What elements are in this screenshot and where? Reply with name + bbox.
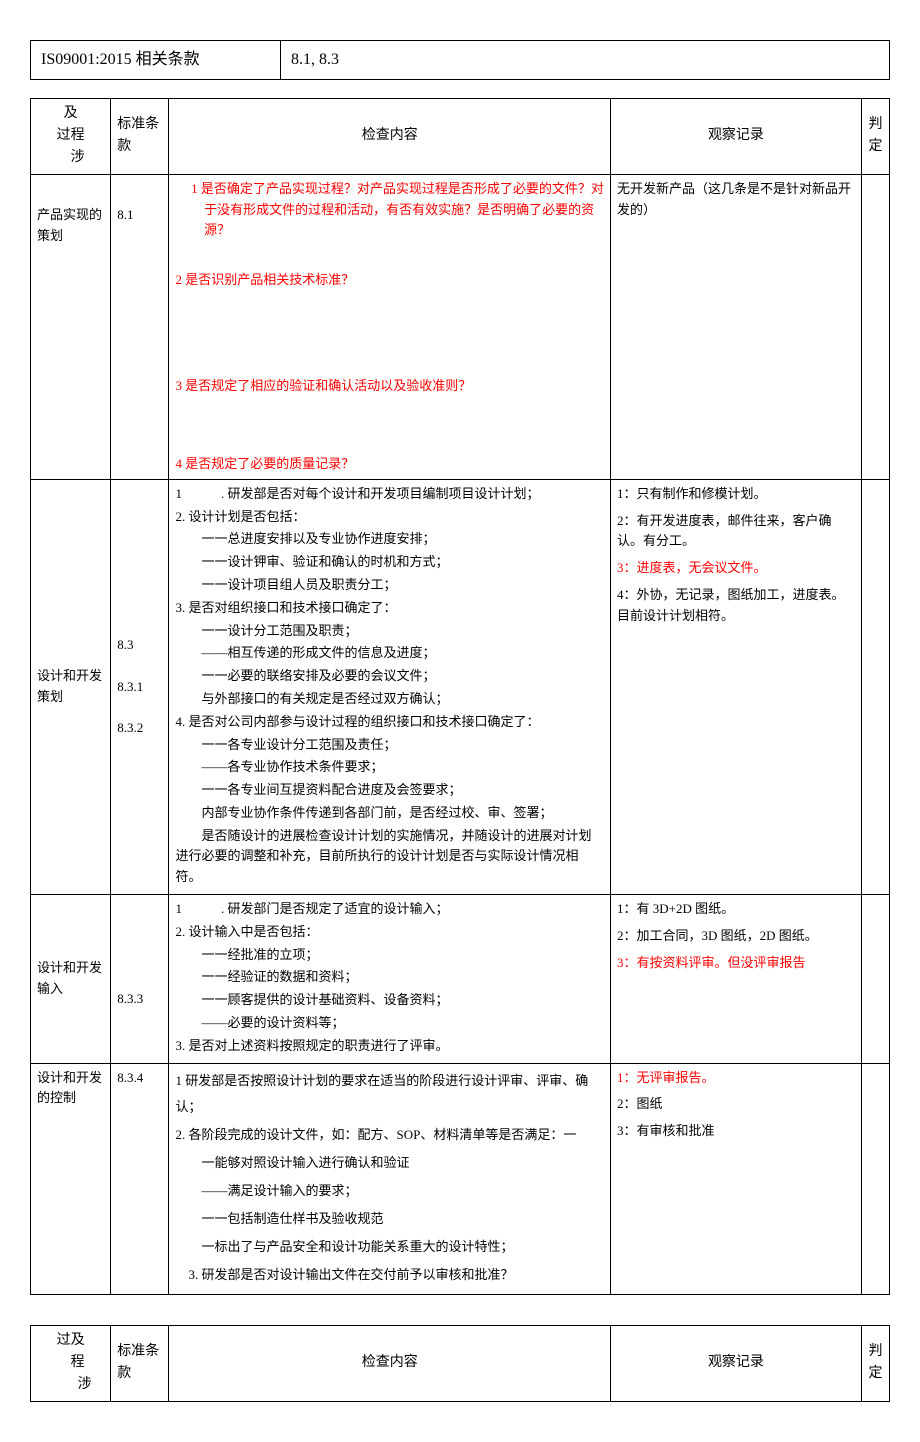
cell-check: 1 . 研发部是否对每个设计和开发项目编制项目设计计划；2. 设计计划是否包括：… — [169, 479, 611, 894]
cell-obs: 无开发新产品（这几条是不是针对新品开发的） — [611, 174, 862, 479]
cell-judge — [861, 895, 889, 1064]
cell-judge — [861, 479, 889, 894]
header-label: IS09001:2015 相关条款 — [31, 41, 281, 80]
footer-col-obs: 观察记录 — [611, 1325, 862, 1401]
col-obs: 观察记录 — [611, 98, 862, 174]
table-row: 设计和开发 输入 8.3.31 . 研发部门是否规定了适宜的设计输入；2. 设计… — [31, 895, 890, 1064]
cell-obs: 1：无评审报告。2：图纸3：有审核和批准 — [611, 1063, 862, 1294]
col-check: 检查内容 — [169, 98, 611, 174]
cell-process: 产品实现的 策划 — [31, 174, 111, 479]
footer-header-row: 过及 程 涉 标准条 款 检查内容 观察记录 判 定 — [31, 1325, 890, 1401]
cell-obs: 1：有 3D+2D 图纸。2：加工合同，3D 图纸，2D 图纸。3：有按资料评审… — [611, 895, 862, 1064]
cell-process: 设计和开发 的控制 — [31, 1063, 111, 1294]
cell-process: 设计和开发 输入 — [31, 895, 111, 1064]
header-table: IS09001:2015 相关条款 8.1, 8.3 — [30, 40, 890, 80]
col-process: 及 过程 涉 — [31, 98, 111, 174]
cell-clause: 8.1 — [111, 174, 169, 479]
cell-obs: 1：只有制作和修模计划。2：有开发进度表，邮件往来，客户确认。有分工。3：进度表… — [611, 479, 862, 894]
cell-clause: 8.3.4 — [111, 1063, 169, 1294]
table-row: 产品实现的 策划8.11 是否确定了产品实现过程？对产品实现过程是否形成了必要的… — [31, 174, 890, 479]
footer-col-process: 过及 程 涉 — [31, 1325, 111, 1401]
cell-clause: 8.3.3 — [111, 895, 169, 1064]
header-value: 8.1, 8.3 — [281, 41, 890, 80]
audit-footer-table: 过及 程 涉 标准条 款 检查内容 观察记录 判 定 — [30, 1325, 890, 1402]
cell-check: 1 研发部是否按照设计计划的要求在适当的阶段进行设计评审、评审、确认；2. 各阶… — [169, 1063, 611, 1294]
cell-check: 1 是否确定了产品实现过程？对产品实现过程是否形成了必要的文件？对于没有形成文件… — [169, 174, 611, 479]
table-row: 设计和开发 的控制8.3.41 研发部是否按照设计计划的要求在适当的阶段进行设计… — [31, 1063, 890, 1294]
footer-col-judge: 判 定 — [861, 1325, 889, 1401]
cell-check: 1 . 研发部门是否规定了适宜的设计输入；2. 设计输入中是否包括： 一一经批准… — [169, 895, 611, 1064]
footer-col-check: 检查内容 — [169, 1325, 611, 1401]
cell-judge — [861, 1063, 889, 1294]
cell-clause: 8.3 8.3.1 8.3.2 — [111, 479, 169, 894]
col-clause: 标准条 款 — [111, 98, 169, 174]
col-judge: 判 定 — [861, 98, 889, 174]
cell-process: 设计和开发策划 — [31, 479, 111, 894]
cell-judge — [861, 174, 889, 479]
audit-main-table: 及 过程 涉 标准条 款 检查内容 观察记录 判 定 产品实现的 策划8.11 … — [30, 98, 890, 1295]
table-header-row: 及 过程 涉 标准条 款 检查内容 观察记录 判 定 — [31, 98, 890, 174]
footer-col-clause: 标准条 款 — [111, 1325, 169, 1401]
table-row: 设计和开发策划8.3 8.3.1 8.3.21 . 研发部是否对每个设计和开发项… — [31, 479, 890, 894]
